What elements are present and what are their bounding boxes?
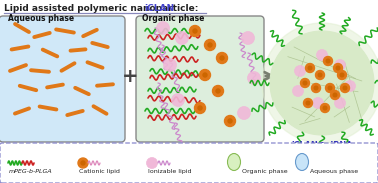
Circle shape	[341, 83, 350, 92]
Circle shape	[248, 72, 260, 85]
Circle shape	[225, 115, 235, 126]
Circle shape	[321, 104, 330, 113]
Circle shape	[147, 158, 158, 169]
Circle shape	[325, 83, 335, 92]
Circle shape	[338, 70, 347, 79]
Circle shape	[306, 101, 310, 105]
Circle shape	[333, 93, 337, 97]
Circle shape	[216, 89, 220, 93]
Circle shape	[324, 57, 333, 66]
Circle shape	[308, 66, 312, 70]
Circle shape	[203, 73, 207, 77]
Text: Organic phase: Organic phase	[142, 14, 204, 23]
Circle shape	[200, 70, 211, 81]
Circle shape	[316, 49, 327, 61]
Circle shape	[164, 59, 177, 72]
Text: Organic phase: Organic phase	[242, 169, 288, 174]
Circle shape	[242, 31, 254, 44]
Text: Lipid assisted polymeric nanoparticle:: Lipid assisted polymeric nanoparticle:	[4, 4, 201, 13]
Text: iCLAN: iCLAN	[144, 4, 174, 13]
Circle shape	[313, 98, 324, 109]
Text: +: +	[122, 66, 138, 85]
Circle shape	[172, 94, 184, 107]
Circle shape	[330, 91, 339, 100]
Text: mPEG-b-PLGA: mPEG-b-PLGA	[9, 169, 53, 174]
Circle shape	[78, 158, 88, 168]
Circle shape	[237, 107, 251, 119]
Circle shape	[335, 98, 345, 109]
FancyBboxPatch shape	[0, 143, 378, 183]
Circle shape	[323, 106, 327, 110]
Text: Aqueous phase: Aqueous phase	[8, 14, 74, 23]
Circle shape	[228, 119, 232, 123]
Circle shape	[294, 66, 305, 76]
Circle shape	[333, 64, 342, 72]
Circle shape	[344, 81, 355, 92]
Circle shape	[208, 43, 212, 47]
Circle shape	[304, 98, 313, 107]
Circle shape	[314, 86, 318, 90]
Circle shape	[195, 102, 206, 113]
Circle shape	[220, 56, 224, 60]
Circle shape	[156, 21, 169, 35]
Circle shape	[212, 85, 223, 96]
Circle shape	[305, 64, 314, 72]
Circle shape	[328, 86, 332, 90]
Circle shape	[326, 59, 330, 63]
Circle shape	[336, 66, 340, 70]
Circle shape	[301, 79, 310, 87]
Circle shape	[293, 85, 304, 96]
Circle shape	[340, 73, 344, 77]
Ellipse shape	[296, 154, 308, 171]
Circle shape	[316, 70, 324, 79]
Ellipse shape	[228, 154, 240, 171]
Circle shape	[217, 53, 228, 64]
Text: Cationic lipid: Cationic lipid	[79, 169, 120, 174]
Circle shape	[262, 23, 378, 143]
Text: iCLAN@siRNA: iCLAN@siRNA	[291, 141, 353, 150]
Text: Aqueous phase: Aqueous phase	[310, 169, 358, 174]
Circle shape	[335, 59, 345, 70]
Circle shape	[270, 31, 374, 135]
Circle shape	[175, 31, 189, 44]
Circle shape	[193, 29, 197, 33]
Circle shape	[198, 106, 202, 110]
Circle shape	[81, 161, 85, 165]
Circle shape	[311, 83, 321, 92]
Circle shape	[343, 86, 347, 90]
FancyBboxPatch shape	[0, 16, 125, 142]
FancyBboxPatch shape	[136, 16, 264, 142]
Circle shape	[303, 81, 307, 85]
Text: Ionizable lipid: Ionizable lipid	[148, 169, 192, 174]
Circle shape	[318, 73, 322, 77]
Circle shape	[189, 25, 200, 36]
Circle shape	[204, 40, 215, 51]
